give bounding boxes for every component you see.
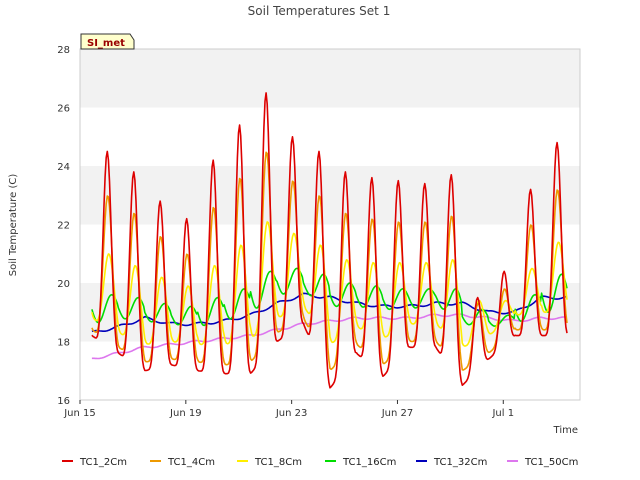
x-tick-label: Jun 19 [169, 408, 202, 419]
legend-item: TC1_8Cm [237, 457, 302, 468]
y-tick-label: 28 [57, 45, 70, 56]
legend: TC1_2Cm TC1_4Cm TC1_8Cm TC1_16Cm TC1_32Cm TC1… [62, 457, 578, 468]
legend-item: TC1_16Cm [325, 457, 396, 468]
x-tick-label: Jul 1 [491, 408, 514, 419]
x-tick-label: Jun 27 [381, 408, 414, 419]
y-axis-label: Soil Temperature (C) [8, 174, 19, 277]
legend-item: TC1_2Cm [62, 457, 127, 468]
y-tick-label: 16 [57, 396, 70, 407]
grid-band [80, 341, 580, 400]
y-tick-label: 20 [57, 279, 70, 290]
series-line-tc1-4cm [91, 151, 568, 371]
x-tick-label: Jun 23 [275, 408, 308, 419]
legend-label: TC1_2Cm [79, 457, 127, 468]
legend-label: TC1_50Cm [524, 457, 578, 468]
background-bands [80, 49, 580, 400]
annotation-label: SI_met [87, 38, 125, 49]
series-line-tc1-32cm [91, 292, 568, 333]
annotation-shape [80, 33, 135, 50]
y-tick-label: 22 [57, 221, 70, 232]
grid-band [80, 49, 580, 108]
x-axis-ticks: Jun 15 Jun 19 Jun 23 Jun 27 Jul 1 [63, 400, 514, 419]
grid-band [80, 166, 580, 225]
series-line-tc1-2cm [91, 92, 568, 389]
legend-item: TC1_32Cm [416, 457, 487, 468]
x-axis-label: Time [553, 425, 578, 436]
legend-item: TC1_50Cm [507, 457, 578, 468]
legend-label: TC1_32Cm [433, 457, 487, 468]
legend-label: TC1_4Cm [167, 457, 215, 468]
legend-item: TC1_4Cm [150, 457, 215, 468]
legend-label: TC1_16Cm [342, 457, 396, 468]
plot-frame [79, 48, 581, 401]
y-tick-label: 18 [57, 338, 70, 349]
grid-band [80, 107, 580, 166]
x-tick-label: Jun 15 [63, 408, 96, 419]
series-line-tc1-16cm [91, 267, 568, 327]
y-tick-label: 26 [57, 104, 70, 115]
annotation-box: SI_met [80, 33, 135, 50]
y-axis-ticks: 16 18 20 22 24 26 28 [57, 45, 70, 407]
series-lines [91, 92, 568, 389]
chart-title: Soil Temperatures Set 1 [248, 4, 391, 18]
series-line-tc1-8cm [91, 221, 568, 347]
legend-label: TC1_8Cm [254, 457, 302, 468]
y-tick-label: 24 [57, 162, 70, 173]
